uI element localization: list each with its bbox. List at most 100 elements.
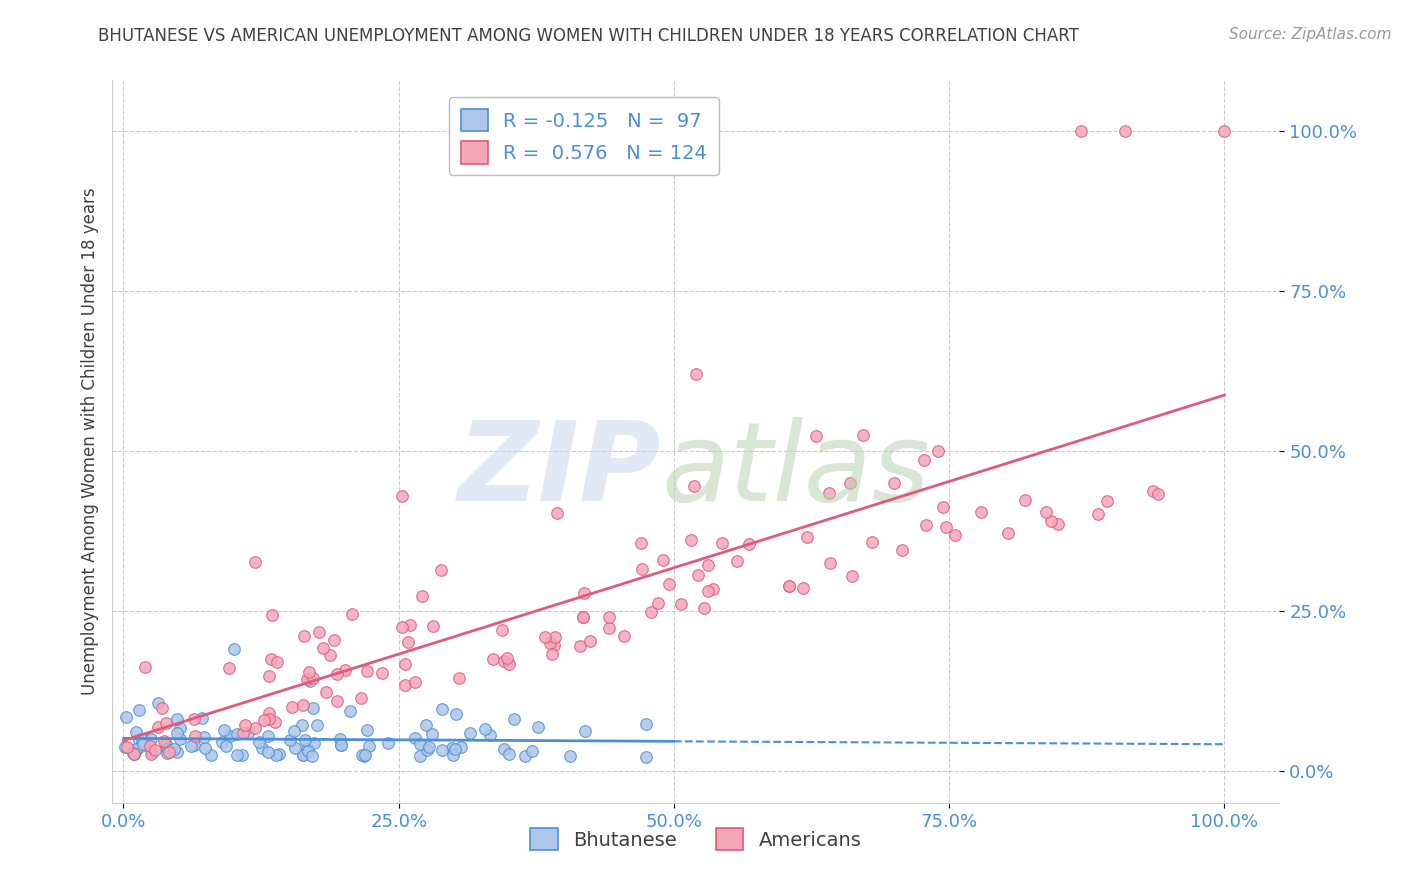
Point <box>356 723 378 738</box>
Point <box>571 610 593 624</box>
Point <box>498 747 520 761</box>
Point <box>148 696 170 710</box>
Point <box>527 721 550 735</box>
Point <box>398 618 420 632</box>
Point <box>218 730 240 744</box>
Point <box>323 633 346 648</box>
Point <box>636 717 658 731</box>
Point <box>302 736 325 750</box>
Point <box>598 621 620 635</box>
Point <box>267 747 290 761</box>
Point <box>579 633 602 648</box>
Point <box>391 489 413 503</box>
Point <box>212 723 235 738</box>
Point <box>156 742 179 756</box>
Point <box>247 734 270 748</box>
Point <box>156 746 179 760</box>
Point <box>496 651 519 665</box>
Point <box>183 738 205 752</box>
Point <box>422 619 444 633</box>
Point <box>295 673 318 687</box>
Point <box>292 748 315 763</box>
Point <box>841 568 863 582</box>
Point <box>191 711 214 725</box>
Point <box>132 731 155 746</box>
Point <box>236 726 259 740</box>
Text: Source: ZipAtlas.com: Source: ZipAtlas.com <box>1229 27 1392 42</box>
Point <box>1114 124 1136 138</box>
Point <box>329 738 352 752</box>
Point <box>804 429 827 443</box>
Point <box>520 744 543 758</box>
Point <box>697 558 720 572</box>
Point <box>166 726 188 740</box>
Point <box>997 526 1019 541</box>
Point <box>546 506 568 520</box>
Point <box>569 639 592 653</box>
Point <box>1035 505 1057 519</box>
Point <box>738 537 761 551</box>
Point <box>125 742 148 756</box>
Point <box>122 747 145 761</box>
Point <box>122 747 145 761</box>
Point <box>256 729 278 743</box>
Point <box>193 731 215 745</box>
Point <box>1147 487 1170 501</box>
Point <box>778 579 800 593</box>
Point <box>114 740 136 755</box>
Point <box>350 747 373 762</box>
Point <box>492 654 515 668</box>
Point <box>503 713 526 727</box>
Point <box>418 740 440 755</box>
Point <box>572 609 595 624</box>
Point <box>409 737 432 751</box>
Point <box>266 655 288 669</box>
Point <box>262 608 284 623</box>
Point <box>297 665 319 679</box>
Point <box>1087 507 1109 521</box>
Point <box>141 745 163 759</box>
Point <box>335 663 357 677</box>
Point <box>1070 124 1092 138</box>
Point <box>329 738 352 752</box>
Point <box>326 666 349 681</box>
Point <box>411 589 433 603</box>
Point <box>356 664 378 678</box>
Point <box>935 520 957 534</box>
Point <box>264 714 287 729</box>
Point <box>146 720 169 734</box>
Point <box>598 610 620 624</box>
Point <box>538 636 561 650</box>
Point <box>315 684 337 698</box>
Point <box>329 731 352 746</box>
Point <box>215 739 238 753</box>
Point <box>291 718 314 732</box>
Point <box>292 747 315 762</box>
Point <box>128 703 150 717</box>
Point <box>710 535 733 549</box>
Point <box>1046 517 1069 532</box>
Point <box>307 718 329 732</box>
Point <box>125 725 148 739</box>
Point <box>295 742 318 756</box>
Point <box>796 530 818 544</box>
Point <box>233 718 256 732</box>
Point <box>912 453 935 467</box>
Point <box>252 713 274 727</box>
Point <box>679 533 702 548</box>
Point <box>377 736 399 750</box>
Point <box>669 598 692 612</box>
Point <box>232 725 254 739</box>
Point <box>498 657 520 671</box>
Point <box>541 647 564 661</box>
Point <box>544 630 567 644</box>
Point <box>292 629 315 643</box>
Point <box>294 733 316 747</box>
Point <box>139 739 162 754</box>
Point <box>299 674 322 689</box>
Point <box>693 600 716 615</box>
Point <box>852 427 875 442</box>
Point <box>416 743 439 757</box>
Point <box>443 747 465 762</box>
Point <box>682 479 704 493</box>
